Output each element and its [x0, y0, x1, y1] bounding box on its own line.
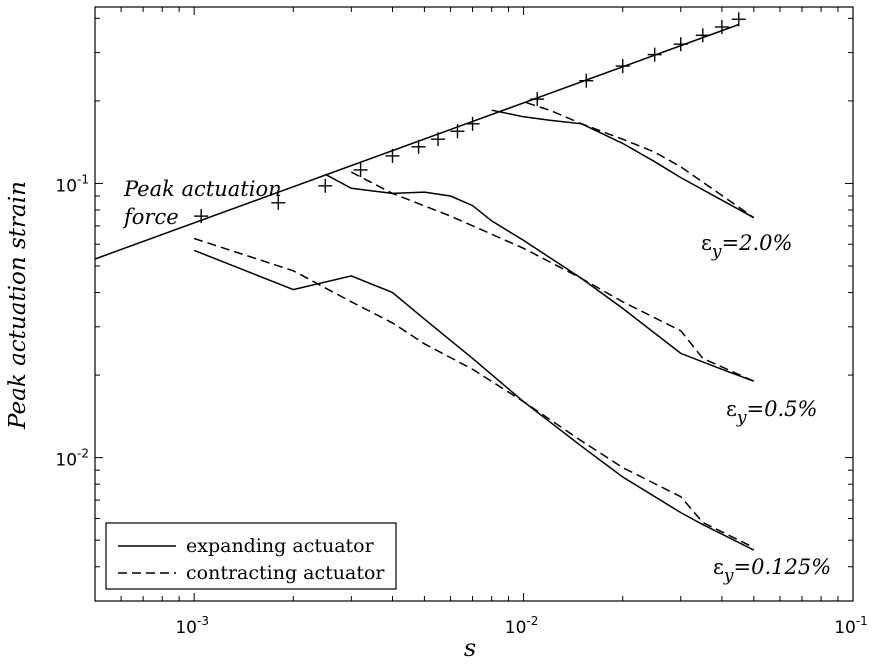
- axis-ticks: [94, 7, 854, 602]
- eps-05-value: =0.5%: [747, 397, 818, 421]
- legend: expanding actuator contracting actuator: [105, 522, 397, 590]
- y-tick-exp: -1: [77, 172, 89, 186]
- x-tick-base: 10: [175, 618, 197, 638]
- eps-0125-sub: y: [723, 566, 734, 586]
- x-tick-exp: -3: [197, 614, 209, 628]
- eps-05-symbol: ε: [726, 397, 737, 421]
- annotation-peak-force-line2: force: [122, 205, 179, 229]
- x-tick-exp: -1: [856, 614, 868, 628]
- x-tick-label: 10-3: [175, 614, 209, 638]
- y-axis-label: Peak actuation strain: [5, 181, 31, 430]
- data-point-plus: [318, 178, 333, 193]
- data-point-plus: [615, 59, 630, 74]
- eps-2-sub: y: [711, 242, 722, 262]
- data-point-plus: [194, 209, 209, 224]
- x-tick-exp: -2: [526, 614, 538, 628]
- x-tick-label: 10-2: [505, 614, 539, 638]
- plot-frame: [94, 6, 854, 602]
- y-tick-exp: -2: [77, 447, 89, 461]
- y-tick-base: 10: [55, 451, 77, 471]
- peak-force-markers: [194, 12, 746, 224]
- series-group: [94, 23, 755, 551]
- legend-box: [105, 522, 397, 590]
- data-point-plus: [530, 92, 545, 107]
- series-eps0125-expanding: [193, 249, 755, 551]
- data-point-plus: [695, 28, 710, 43]
- eps-0125-value: =0.125%: [734, 555, 832, 579]
- eps-2-value: =2.0%: [722, 231, 793, 255]
- x-tick-label: 10-1: [834, 614, 868, 638]
- data-point-plus: [411, 139, 426, 154]
- y-tick-label: 10-1: [55, 172, 89, 196]
- series-eps0125-contracting: [193, 237, 755, 549]
- data-point-plus: [465, 116, 480, 131]
- data-point-plus: [271, 195, 286, 210]
- series-eps2-contracting: [526, 101, 755, 219]
- data-point-plus: [647, 47, 662, 62]
- annotation-eps-05: εy=0.5%: [726, 397, 817, 428]
- series-eps2-expanding: [491, 109, 755, 219]
- eps-0125-symbol: ε: [713, 555, 724, 579]
- series-eps05-contracting: [350, 171, 755, 382]
- legend-label-expanding: expanding actuator: [186, 535, 375, 557]
- data-point-plus: [431, 132, 446, 147]
- x-tick-base: 10: [505, 618, 527, 638]
- x-tick-base: 10: [834, 618, 856, 638]
- annotation-eps-2: εy=2.0%: [701, 231, 792, 262]
- x-axis-label: s: [464, 634, 476, 662]
- y-tick-base: 10: [55, 176, 77, 196]
- series-eps05-expanding: [324, 173, 755, 382]
- data-point-plus: [673, 37, 688, 52]
- data-point-plus: [385, 148, 400, 163]
- data-point-plus: [450, 124, 465, 139]
- eps-2-symbol: ε: [701, 231, 712, 255]
- annotation-peak-force-line1: Peak actuation: [123, 177, 282, 201]
- y-tick-label: 10-2: [55, 447, 89, 471]
- data-point-plus: [579, 73, 594, 88]
- annotation-eps-0125: εy=0.125%: [713, 555, 831, 586]
- eps-05-sub: y: [736, 408, 747, 428]
- tick-labels: 10-3 10-2 10-110-210-1: [55, 172, 867, 638]
- data-point-plus: [353, 162, 368, 177]
- series-peak-force-line: [94, 23, 740, 260]
- data-point-plus: [731, 12, 746, 27]
- data-point-plus: [714, 19, 729, 34]
- legend-label-contracting: contracting actuator: [186, 562, 385, 584]
